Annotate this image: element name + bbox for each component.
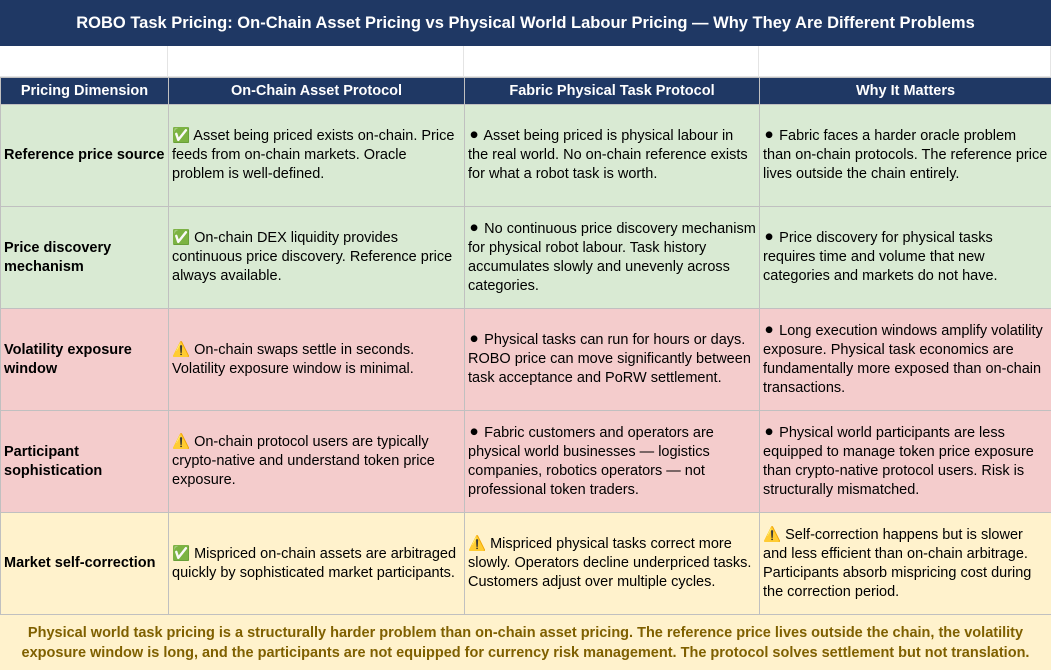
column-header: On-Chain Asset Protocol (169, 78, 465, 105)
table-cell: ⚠️ On-chain protocol users are typically… (169, 411, 465, 513)
table-cell: ⚫ Long execution windows amplify volatil… (760, 309, 1051, 411)
column-header: Why It Matters (760, 78, 1051, 105)
dimension-cell: Reference price source (1, 105, 169, 207)
table-row: Participant sophistication⚠️ On-chain pr… (1, 411, 1051, 513)
table-row: Reference price source✅ Asset being pric… (1, 105, 1051, 207)
table-cell: ⚫ Physical tasks can run for hours or da… (465, 309, 760, 411)
table-row: Volatility exposure window⚠️ On-chain sw… (1, 309, 1051, 411)
title: ROBO Task Pricing: On-Chain Asset Pricin… (76, 14, 975, 33)
table-cell: ⚠️ On-chain swaps settle in seconds. Vol… (169, 309, 465, 411)
footer-text: Physical world task pricing is a structu… (6, 623, 1045, 663)
table-cell: ⚫ No continuous price discovery mechanis… (465, 207, 760, 309)
column-header: Fabric Physical Task Protocol (465, 78, 760, 105)
table-cell: ⚫ Fabric faces a harder oracle problem t… (760, 105, 1051, 207)
dimension-cell: Volatility exposure window (1, 309, 169, 411)
column-header: Pricing Dimension (1, 78, 169, 105)
dimension-cell: Market self-correction (1, 513, 169, 615)
dimension-cell: Participant sophistication (1, 411, 169, 513)
title-bar: ROBO Task Pricing: On-Chain Asset Pricin… (0, 0, 1051, 46)
table-cell: ✅ On-chain DEX liquidity provides contin… (169, 207, 465, 309)
spacer-row (0, 46, 1051, 77)
table-cell: ⚫ Price discovery for physical tasks req… (760, 207, 1051, 309)
table-cell: ⚫ Fabric customers and operators are phy… (465, 411, 760, 513)
table-cell: ⚠️ Self-correction happens but is slower… (760, 513, 1051, 615)
table-row: Price discovery mechanism✅ On-chain DEX … (1, 207, 1051, 309)
dimension-cell: Price discovery mechanism (1, 207, 169, 309)
table-cell: ⚫ Physical world participants are less e… (760, 411, 1051, 513)
table-row: Market self-correction✅ Mispriced on-cha… (1, 513, 1051, 615)
table-cell: ⚫ Asset being priced is physical labour … (465, 105, 760, 207)
table-cell: ⚠️ Mispriced physical tasks correct more… (465, 513, 760, 615)
footer: Physical world task pricing is a structu… (0, 615, 1051, 670)
table-cell: ✅ Mispriced on-chain assets are arbitrag… (169, 513, 465, 615)
table-cell: ✅ Asset being priced exists on-chain. Pr… (169, 105, 465, 207)
table-body: Reference price source✅ Asset being pric… (1, 105, 1051, 615)
